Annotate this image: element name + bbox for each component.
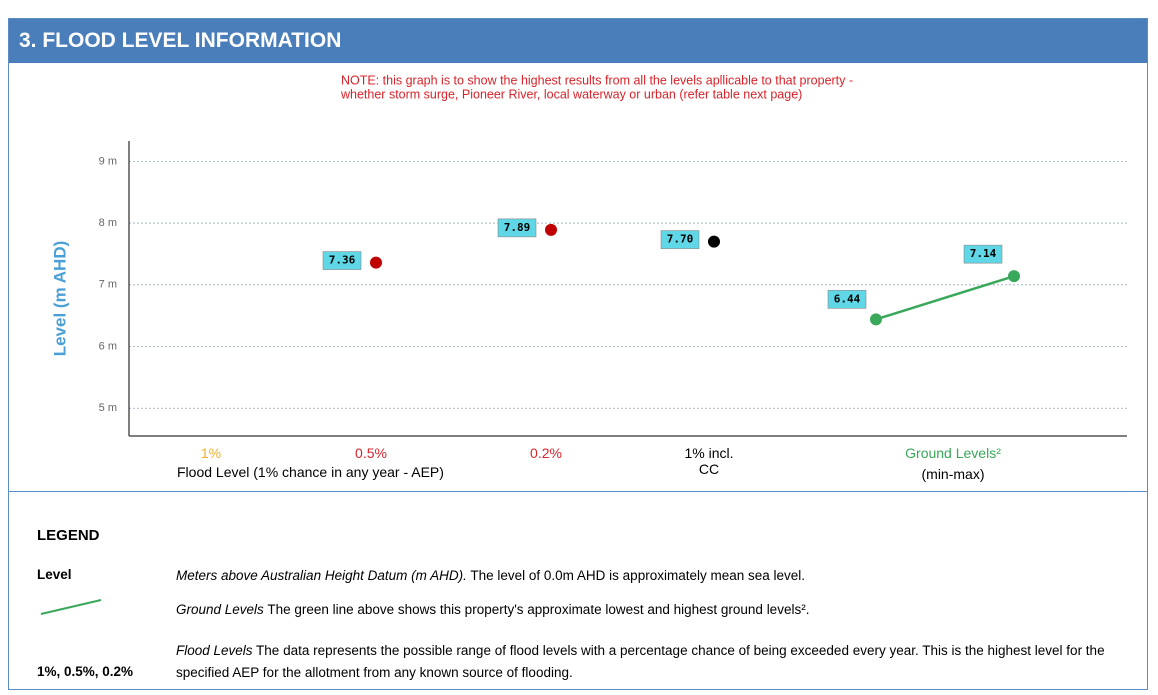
legend-label: 1%, 0.5%, 0.2% — [37, 664, 134, 679]
value-label: 6.44 — [827, 290, 867, 309]
value-label-text: 7.14 — [970, 247, 997, 260]
value-label: 7.70 — [660, 230, 700, 249]
y-tick-label: 6 m — [99, 340, 117, 352]
legend-label: Level — [37, 567, 72, 582]
point — [870, 313, 882, 326]
legend-desc: The green line above shows this property… — [263, 602, 810, 617]
point — [708, 235, 720, 248]
legend-icon — [40, 599, 102, 615]
x-tick-label: 0.2% — [530, 445, 562, 461]
point — [1008, 270, 1020, 283]
value-label-box — [963, 244, 1003, 264]
value-label-text: 7.36 — [329, 254, 356, 267]
point — [545, 223, 557, 236]
section-header: 3. FLOOD LEVEL INFORMATION — [9, 19, 1147, 63]
value-label-text: 7.70 — [667, 233, 694, 246]
value-label: 7.14 — [963, 244, 1003, 264]
y-tick-label: 7 m — [99, 279, 117, 291]
legend-text: Meters above Australian Height Datum (m … — [176, 565, 1147, 587]
note: NOTE: this graph is to show the highest … — [341, 73, 853, 87]
point — [370, 256, 382, 269]
legend-term: Ground Levels — [176, 602, 264, 617]
value-label-box — [497, 218, 537, 238]
y-tick-label: 5 m — [99, 402, 117, 414]
x-tick-label: 1% — [200, 445, 222, 461]
x-tick-label: 1% incl. CC — [684, 445, 734, 477]
y-tick-label: 8 m — [99, 217, 117, 229]
legend-desc: The data represents the possible range o… — [176, 643, 1105, 680]
x-tick-label: 0.5% — [355, 445, 387, 461]
chart: NOTE: this graph is to show the highest … — [50, 73, 1127, 437]
y-axis-title: Level (m AHD) — [50, 241, 69, 357]
value-label-box — [827, 290, 867, 309]
legend-term: Flood Levels — [176, 643, 253, 658]
note: whether storm surge, Pioneer River, loca… — [340, 87, 802, 101]
report-section: 3. FLOOD LEVEL INFORMATION NOTE: this gr… — [8, 18, 1148, 690]
x-tick-sublabel: (min-max) — [921, 466, 985, 482]
value-label-text: 6.44 — [834, 292, 861, 305]
legend-text: Ground Levels The green line above shows… — [176, 599, 1147, 621]
legend-text: Flood Levels The data represents the pos… — [176, 640, 1147, 684]
value-label-box — [322, 251, 362, 270]
value-label: 7.36 — [322, 251, 362, 270]
legend-desc: The level of 0.0m AHD is approximately m… — [466, 568, 806, 583]
legend-term: Meters above Australian Height Datum (m … — [176, 568, 467, 583]
x-axis-title: Flood Level (1% chance in any year - AEP… — [177, 464, 444, 480]
ground-line — [875, 274, 1015, 321]
y-tick-label: 9 m — [99, 155, 117, 167]
value-label-box — [660, 230, 700, 249]
divider — [9, 491, 1147, 492]
x-tick-label: Ground Levels² — [905, 445, 1001, 461]
value-label: 7.89 — [497, 218, 537, 238]
green-line-icon — [40, 599, 102, 615]
value-label-text: 7.89 — [504, 221, 531, 234]
legend-title: LEGEND — [37, 527, 100, 544]
